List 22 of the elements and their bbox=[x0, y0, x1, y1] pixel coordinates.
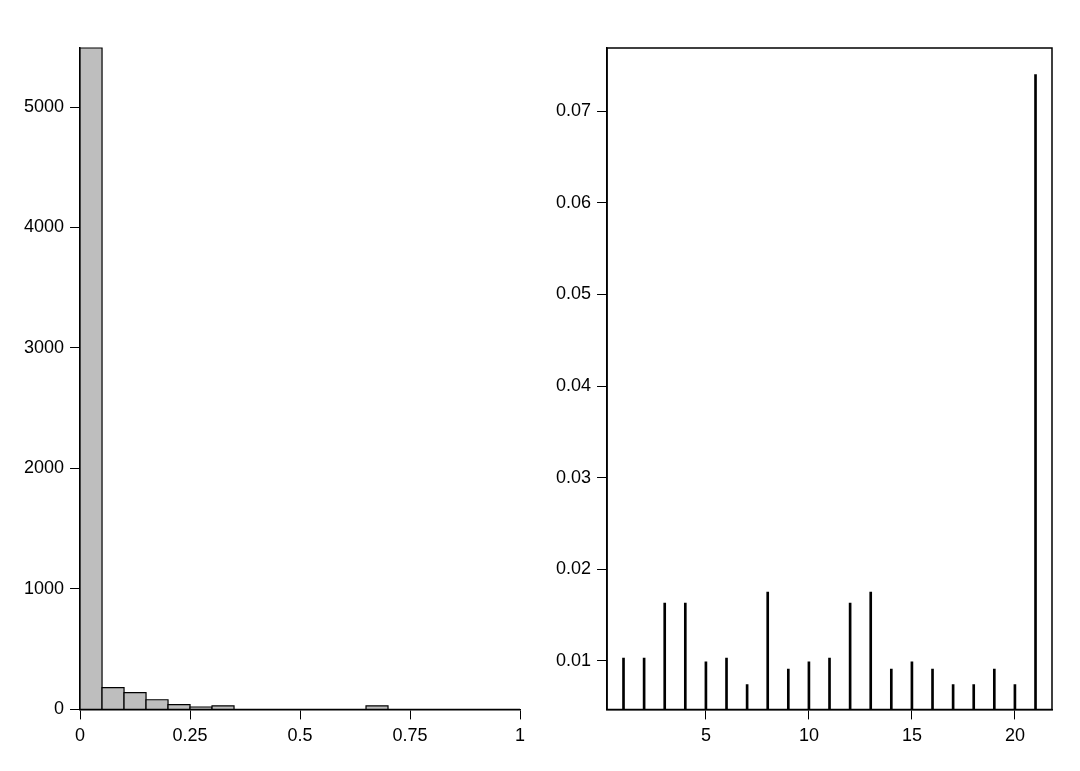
y-tick-label: 0.05 bbox=[555, 283, 592, 304]
y-tick-label: 5000 bbox=[24, 96, 65, 116]
y-tick-label: 0.04 bbox=[555, 375, 592, 395]
x-tick-label: 0 bbox=[75, 725, 86, 746]
y-tick-label: 1000 bbox=[24, 577, 65, 598]
y-tick-label: 3000 bbox=[24, 336, 65, 357]
y-tick-label: 0.01 bbox=[555, 649, 592, 670]
x-tick-label: 15 bbox=[901, 725, 922, 746]
y-tick-label: 0.06 bbox=[555, 191, 592, 212]
x-tick-label: 0.75 bbox=[392, 725, 428, 746]
x-tick-label: 10 bbox=[798, 725, 819, 746]
y-tick-label: 0.07 bbox=[555, 100, 592, 121]
y-tick-label: 4000 bbox=[24, 216, 65, 237]
y-tick-label: 0.02 bbox=[555, 558, 592, 579]
x-tick-label: 0.5 bbox=[287, 725, 313, 746]
x-tick-label: 20 bbox=[1004, 725, 1025, 746]
x-tick-label: 5 bbox=[700, 725, 711, 746]
y-tick-label: 2000 bbox=[24, 457, 65, 478]
x-tick-label: 1 bbox=[514, 725, 526, 746]
y-tick-label: 0.03 bbox=[555, 466, 592, 487]
y-tick-label: 0 bbox=[54, 698, 65, 719]
x-tick-label: 0.25 bbox=[172, 725, 208, 746]
